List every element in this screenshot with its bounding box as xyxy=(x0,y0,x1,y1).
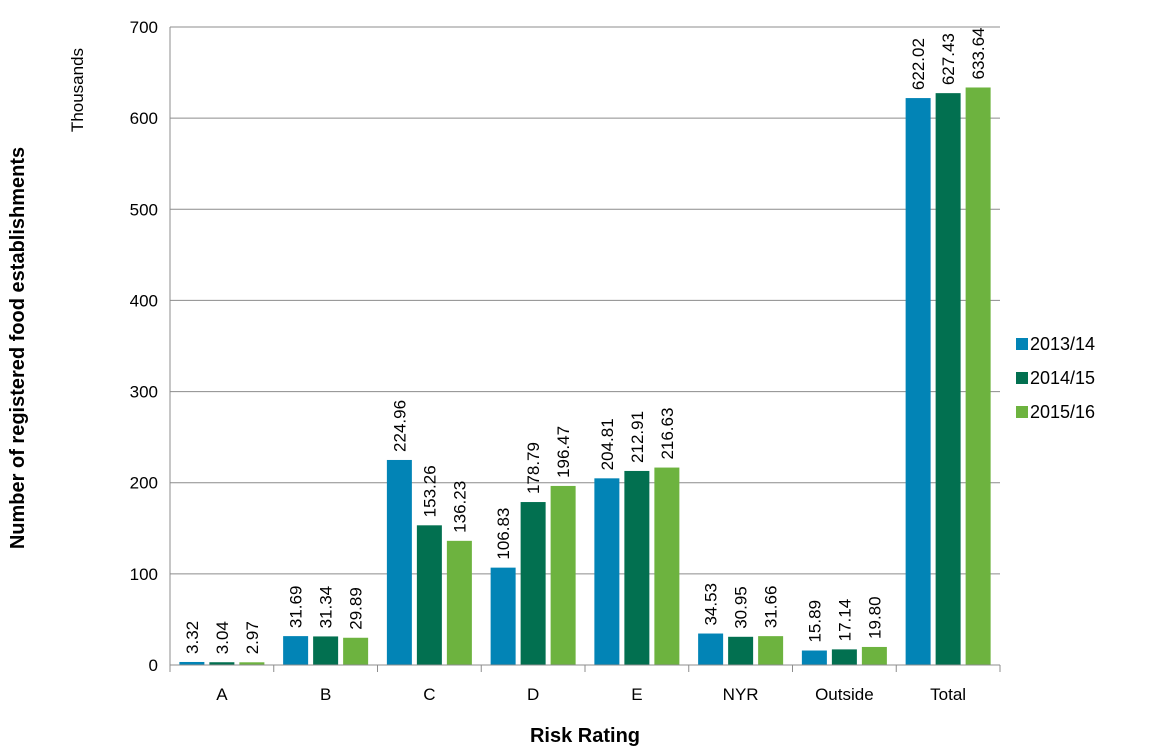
bar xyxy=(386,459,412,665)
gridlines xyxy=(170,26,1000,575)
data-label: 633.64 xyxy=(969,27,988,79)
legend-label: 2014/15 xyxy=(1030,368,1095,388)
legend-label: 2013/14 xyxy=(1030,334,1095,354)
data-label: 204.81 xyxy=(598,418,617,470)
category-label: D xyxy=(527,685,539,704)
category-label: Outside xyxy=(815,685,874,704)
data-label: 3.04 xyxy=(213,621,232,654)
y-tick-label: 700 xyxy=(130,18,158,37)
data-label: 622.02 xyxy=(909,38,928,90)
data-label: 29.89 xyxy=(347,587,366,630)
bar xyxy=(490,567,516,665)
data-label: 627.43 xyxy=(939,33,958,85)
data-label: 106.83 xyxy=(494,508,513,560)
data-label: 3.32 xyxy=(183,621,202,654)
y-tick-label: 100 xyxy=(130,565,158,584)
data-label: 224.96 xyxy=(390,400,409,452)
category-label: E xyxy=(631,685,642,704)
data-label: 212.91 xyxy=(628,411,647,463)
data-label: 31.66 xyxy=(762,586,781,629)
bar xyxy=(520,502,546,665)
category-label: Total xyxy=(930,685,966,704)
data-label: 17.14 xyxy=(835,599,854,642)
category-label: C xyxy=(423,685,435,704)
y-axis-units: Thousands xyxy=(68,48,87,132)
data-label: 216.63 xyxy=(658,408,677,460)
bar xyxy=(594,478,620,665)
bar xyxy=(801,650,827,665)
y-tick-label: 500 xyxy=(130,200,158,219)
y-tick-label: 0 xyxy=(149,656,158,675)
y-axis-title: Number of registered food establishments xyxy=(7,147,29,549)
bar xyxy=(654,467,680,665)
data-label: 15.89 xyxy=(805,600,824,643)
legend-label: 2015/16 xyxy=(1030,402,1095,422)
bar xyxy=(965,87,991,665)
bar xyxy=(624,470,650,665)
bar xyxy=(416,525,442,665)
y-tick-label: 600 xyxy=(130,109,158,128)
y-axis-ticks: 0 100 200 300 400 500 600 700 xyxy=(130,18,158,675)
bar xyxy=(935,93,961,665)
bar xyxy=(209,662,235,665)
legend-swatch xyxy=(1016,372,1028,384)
data-labels: 3.32 3.04 2.97 31.69 31.34 29.89 224.96 153.26 1… xyxy=(183,27,988,654)
x-axis-title: Risk Rating xyxy=(530,725,640,747)
bar xyxy=(861,646,887,665)
data-label: 19.80 xyxy=(865,596,884,639)
data-label: 178.79 xyxy=(524,442,543,494)
data-label: 136.23 xyxy=(450,481,469,533)
y-tick-label: 300 xyxy=(130,383,158,402)
bar xyxy=(446,540,472,665)
bar xyxy=(313,636,339,665)
bar xyxy=(831,649,857,665)
category-label: NYR xyxy=(723,685,759,704)
data-label: 153.26 xyxy=(420,465,439,517)
legend-swatch xyxy=(1016,406,1028,418)
data-label: 31.69 xyxy=(287,586,306,629)
bar xyxy=(179,661,205,665)
bar xyxy=(698,633,724,665)
bars xyxy=(179,87,991,666)
bar xyxy=(343,637,369,665)
y-tick-label: 400 xyxy=(130,291,158,310)
legend: 2013/14 2014/15 2015/16 xyxy=(1016,334,1095,422)
data-label: 31.34 xyxy=(317,586,336,629)
legend-swatch xyxy=(1016,338,1028,350)
bar xyxy=(283,636,309,665)
x-axis-categories: A B C D E NYR Outside Total xyxy=(216,685,966,704)
bar xyxy=(728,636,754,665)
data-label: 196.47 xyxy=(554,426,573,478)
data-label: 34.53 xyxy=(702,583,721,626)
bar xyxy=(239,662,265,665)
category-label: B xyxy=(320,685,331,704)
axes xyxy=(169,27,1001,672)
y-tick-label: 200 xyxy=(130,474,158,493)
category-label: A xyxy=(216,685,228,704)
data-label: 30.95 xyxy=(732,586,751,629)
bar xyxy=(905,98,931,666)
bar xyxy=(550,485,576,665)
bar xyxy=(758,636,784,665)
data-label: 2.97 xyxy=(243,621,262,654)
